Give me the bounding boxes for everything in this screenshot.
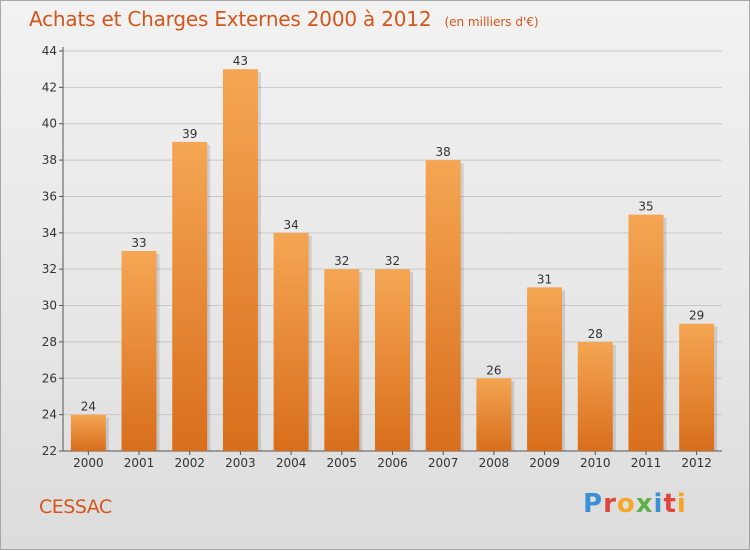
bar [425,160,461,451]
data-label: 34 [283,218,298,232]
bar [324,269,360,451]
y-tick-label: 38 [42,153,57,167]
y-tick-label: 36 [42,189,57,203]
y-tick-label: 42 [42,80,57,94]
x-tick-label: 2011 [631,456,662,470]
bar [70,414,106,451]
data-label: 29 [689,309,704,323]
bar [476,378,512,451]
brand-letter: o [616,489,636,519]
y-tick-label: 44 [42,44,57,58]
x-tick-label: 2008 [479,456,510,470]
bar [121,251,157,451]
chart-header: Achats et Charges Externes 2000 à 2012 (… [29,7,539,31]
data-label: 32 [385,254,400,268]
x-tick-label: 2010 [580,456,611,470]
y-tick-label: 30 [42,299,57,313]
data-label: 39 [182,127,197,141]
x-tick-label: 2005 [327,456,358,470]
brand-logo: Proxiti [583,489,687,519]
bar [679,323,715,451]
data-label: 33 [131,236,146,250]
data-label: 24 [81,400,96,414]
brand-letter: i [676,489,687,519]
brand-letter: x [635,489,654,519]
x-tick-label: 2009 [529,456,560,470]
y-tick-label: 26 [42,371,57,385]
place-name: CESSAC [39,496,112,518]
data-label: 26 [486,363,501,377]
bar [222,69,258,451]
y-tick-label: 34 [42,226,57,240]
x-tick-label: 2003 [225,456,256,470]
y-tick-label: 40 [42,117,57,131]
bar [375,269,410,451]
y-tick-label: 22 [42,444,57,458]
bar [172,141,208,451]
labels: 22 24 26 28 30 32 34 36 38 40 42 44 2000 24 2001 33 2002… [42,44,712,470]
brand-letter: t [663,489,677,519]
brand-letter: r [603,489,617,519]
x-tick-label: 2007 [428,456,459,470]
bar [628,214,664,451]
bar [273,232,309,451]
y-tick-label: 32 [42,262,57,276]
bars [70,69,718,451]
x-tick-label: 2002 [174,456,205,470]
data-label: 28 [588,327,603,341]
data-label: 35 [638,200,653,214]
y-tick-label: 28 [42,335,57,349]
x-tick-label: 2004 [276,456,307,470]
x-tick-label: 2000 [73,456,104,470]
x-tick-label: 2006 [377,456,408,470]
data-label: 38 [436,145,451,159]
brand-letter: P [583,489,604,519]
data-label: 43 [233,54,248,68]
y-tick-label: 24 [42,408,57,422]
chart-title: Achats et Charges Externes 2000 à 2012 [29,7,432,31]
bar [577,341,613,451]
data-label: 32 [334,254,349,268]
chart-subtitle: (en milliers d'€) [444,15,539,29]
data-label: 31 [537,272,552,286]
x-tick-label: 2012 [681,456,712,470]
brand-letter: i [653,489,664,519]
bar [527,287,563,451]
x-tick-label: 2001 [124,456,155,470]
